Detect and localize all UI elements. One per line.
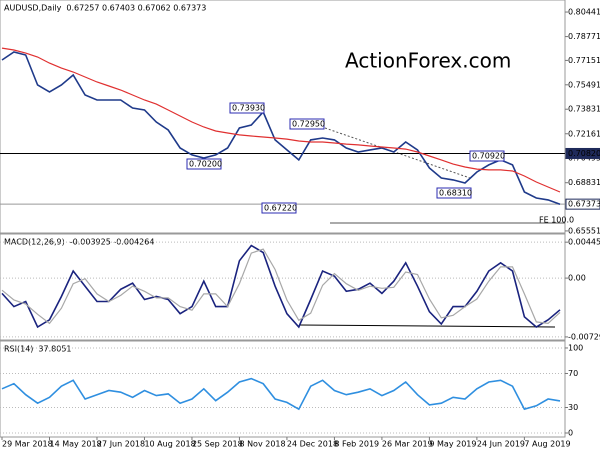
price-box-label: 0.67373 [568, 200, 600, 209]
panel-values: 37.8051 [38, 345, 71, 354]
watermark: ActionForex.com [345, 49, 511, 73]
annotation: 0.70920 [472, 152, 505, 161]
x-tick-label: 24 Jun 2019 [477, 440, 525, 449]
y-tick-label: 0.77151 [568, 56, 600, 65]
panel-title: AUDUSD,Daily [4, 4, 62, 13]
y-tick-label: 0.00 [568, 274, 586, 283]
x-tick-label: 27 Jun 2018 [97, 440, 145, 449]
x-tick-label: 8 Feb 2019 [334, 440, 379, 449]
panel-title: MACD(12,26,9) [4, 238, 65, 247]
x-tick-label: 8 Nov 2018 [239, 440, 285, 449]
annotation-box [289, 118, 325, 130]
x-tick-label: 26 Mar 2019 [382, 440, 433, 449]
y-tick-label: 0.004456 [568, 238, 600, 247]
y-tick-label: 0 [568, 429, 573, 438]
y-tick-label: 100 [568, 343, 583, 352]
y-tick-label: -0.007298 [568, 332, 600, 341]
price-box-label: 0.70820 [568, 149, 600, 158]
annotation: 0.72950 [292, 120, 325, 129]
y-tick-label: 0.75491 [568, 80, 600, 89]
x-tick-label: 10 Aug 2018 [144, 440, 195, 449]
price-box [565, 147, 600, 159]
panel-values: 0.67257 0.67403 0.67062 0.67373 [66, 4, 206, 13]
annotation-box [436, 187, 472, 199]
panel-values: -0.003925 -0.004264 [70, 238, 155, 247]
x-tick-label: 14 May 2018 [49, 440, 101, 449]
y-tick-label: 30 [568, 403, 578, 412]
annotation: FE 100.0 [539, 216, 574, 225]
annotation-box [186, 158, 222, 170]
series-line [1, 377, 561, 411]
price-panel [0, 0, 566, 234]
y-tick-label: 0.65551 [568, 226, 600, 235]
x-tick-label: 25 Sep 2018 [192, 440, 243, 449]
annotation: 0.68310 [439, 189, 472, 198]
annotation: 0.70200 [189, 160, 222, 169]
series-line [1, 51, 561, 205]
x-tick-label: 24 Dec 2018 [287, 440, 338, 449]
y-tick-label: 70 [568, 369, 578, 378]
y-tick-label: 0.68831 [568, 178, 600, 187]
x-tick-label: 9 May 2019 [429, 440, 476, 449]
y-tick-label: 0.80441 [568, 8, 600, 17]
y-tick-label: 0.78771 [568, 32, 600, 41]
annotation-box [261, 202, 297, 214]
price-box [565, 198, 600, 210]
series-line [1, 244, 561, 329]
annotation-box [469, 150, 505, 162]
y-tick-label: 0.72161 [568, 129, 600, 138]
y-tick-label: 0.73831 [568, 105, 600, 114]
macd-level-line [299, 324, 556, 328]
series-line [1, 47, 561, 193]
annotation: 0.73930 [232, 104, 265, 113]
annotation-box [229, 102, 265, 114]
annotation: 0.67220 [264, 204, 297, 213]
rsi-panel [0, 340, 566, 438]
macd-panel [0, 233, 566, 341]
panel-title: RSI(14) [4, 345, 33, 354]
series-line [1, 248, 561, 325]
x-tick-label: 29 Mar 2018 [2, 440, 53, 449]
x-tick-label: 7 Aug 2019 [524, 440, 570, 449]
